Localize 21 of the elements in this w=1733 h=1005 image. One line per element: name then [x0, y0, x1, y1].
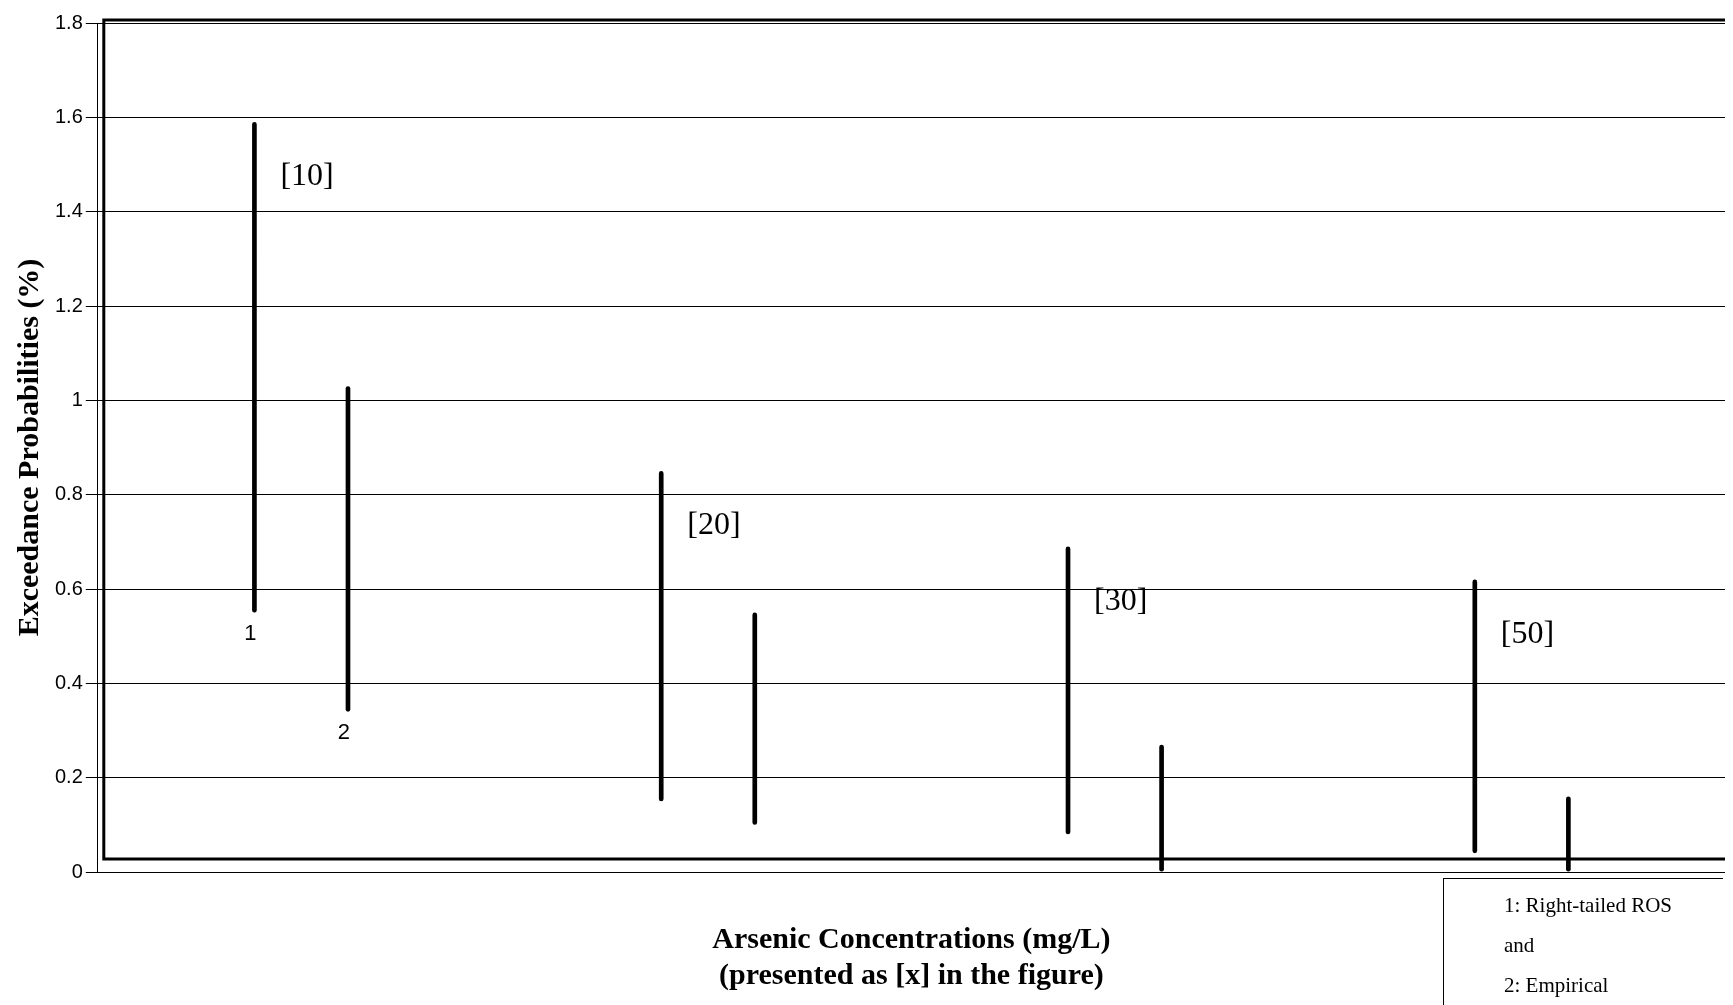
- y-tick-label: 1.8: [54, 10, 83, 33]
- y-tick-label: 0.8: [54, 482, 83, 505]
- y-tick-label: 1.6: [54, 104, 83, 127]
- y-tick-label: 0.2: [54, 765, 83, 788]
- annotation: [20]: [687, 505, 741, 542]
- y-tick-label: 0: [71, 859, 83, 882]
- y-tick-label: 0.4: [54, 670, 83, 693]
- y-tick-label: 1.2: [54, 293, 83, 316]
- annotation: [10]: [280, 156, 334, 193]
- y-tick-label: 1: [71, 387, 83, 410]
- annotation: [50]: [1500, 613, 1555, 650]
- series-label: 2: [337, 718, 351, 744]
- text: and: [1504, 932, 1536, 959]
- annotation: [30]: [1094, 580, 1148, 617]
- text: 2: Empirical: [1504, 972, 1610, 999]
- y-tick-label: 1.4: [54, 199, 83, 222]
- x-axis-title: Arsenic Concentrations (mg/L) (presented as [x] in the figure): [712, 920, 1111, 991]
- text: 1: Right-tailed ROS: [1504, 892, 1673, 919]
- series-label: 1: [244, 619, 257, 645]
- y-tick-label: 0.6: [54, 576, 83, 599]
- y-axis-title: Exceedance Probabilities (%): [10, 258, 45, 637]
